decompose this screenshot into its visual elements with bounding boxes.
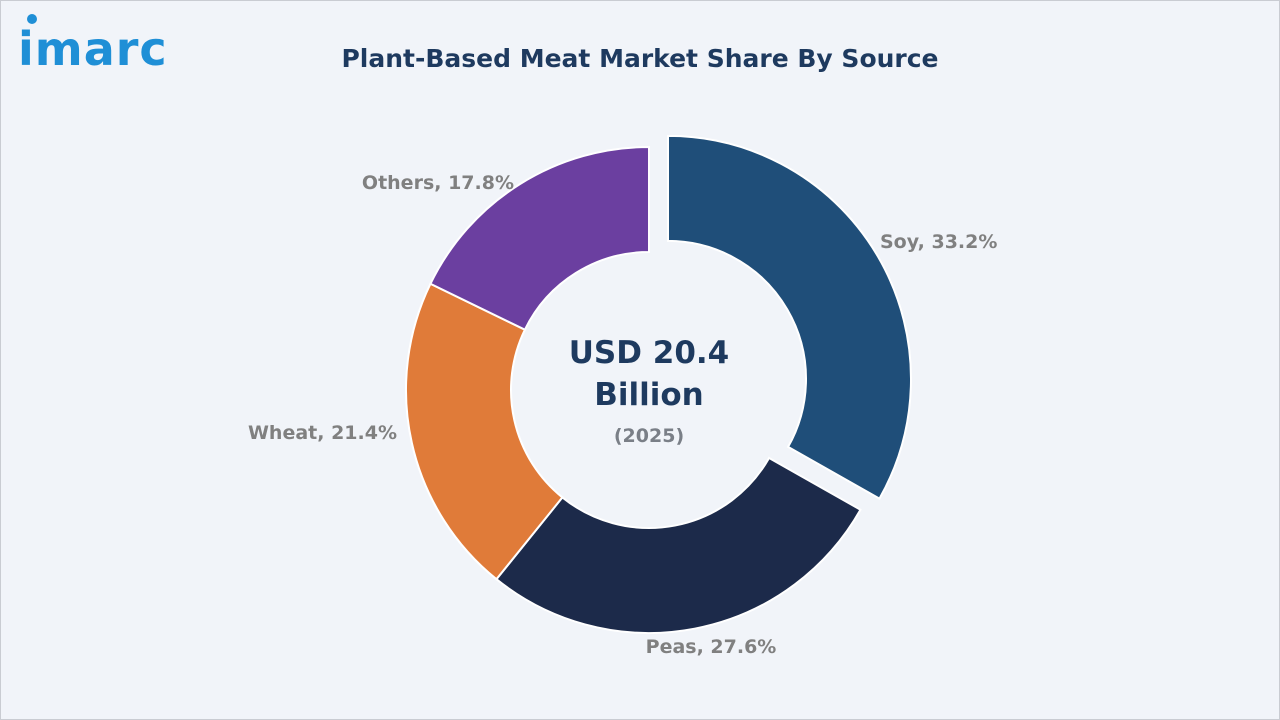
slice-others: [429, 145, 650, 332]
imarc-logo: imarc: [18, 12, 208, 82]
logo-text: imarc: [18, 22, 168, 76]
logo-dot-icon: [27, 14, 37, 24]
center-value-line1: USD 20.4: [569, 335, 730, 371]
slice-soy: [667, 134, 913, 501]
chart-title: Plant-Based Meat Market Share By Source: [341, 44, 939, 73]
label-wheat: Wheat, 21.4%: [248, 422, 397, 444]
label-others: Others, 17.8%: [362, 172, 514, 194]
center-year: (2025): [614, 425, 684, 447]
label-soy: Soy, 33.2%: [880, 231, 997, 253]
slice-wheat: [405, 282, 564, 581]
slices-group: [405, 134, 913, 634]
center-value-line2: Billion: [594, 377, 704, 413]
labels-group: Soy, 33.2% Peas, 27.6% Wheat, 21.4% Others,…: [248, 172, 997, 658]
slice-peas: [495, 456, 862, 634]
label-peas: Peas, 27.6%: [646, 636, 777, 658]
